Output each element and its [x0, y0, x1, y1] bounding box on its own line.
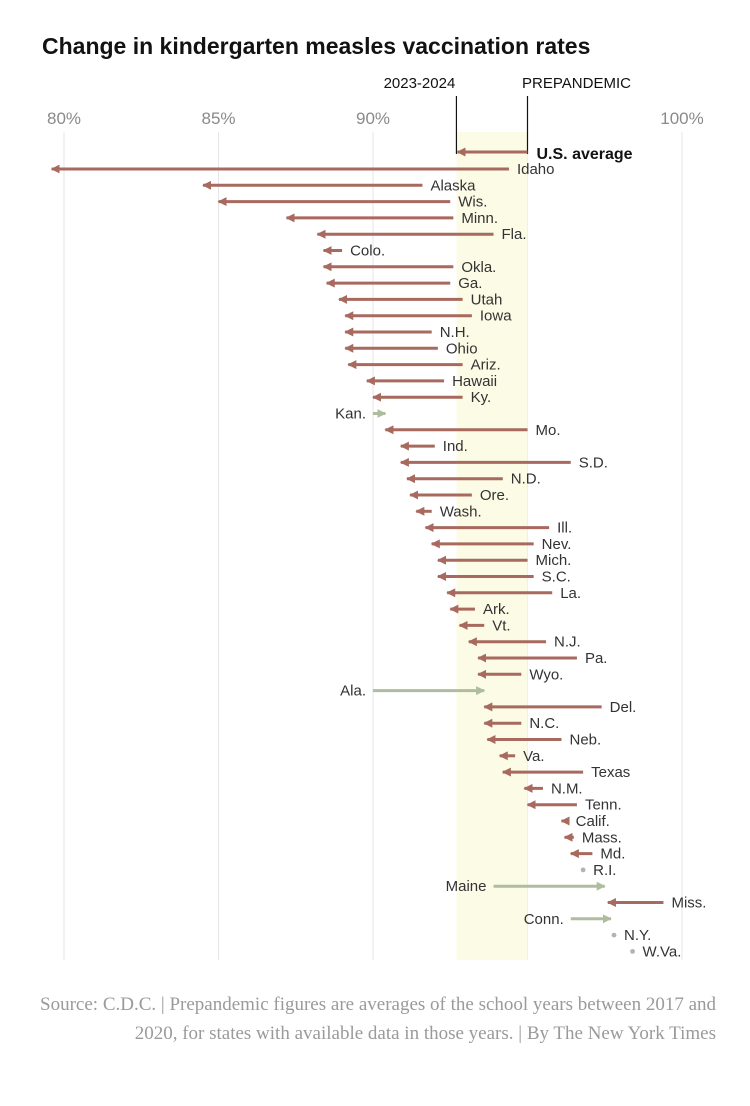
state-label: Ind. — [443, 438, 468, 455]
state-label: Pa. — [585, 650, 608, 667]
tick-label: 85% — [201, 109, 235, 128]
state-label: Va. — [523, 748, 544, 765]
state-label: Ky. — [471, 389, 492, 406]
state-label: Utah — [471, 291, 503, 308]
us-average-band — [456, 132, 528, 960]
state-label: R.I. — [593, 862, 616, 879]
state-label: Alaska — [430, 177, 476, 194]
state-label: N.H. — [440, 324, 470, 341]
state-label: Ariz. — [471, 357, 501, 374]
state-label: Idaho — [517, 161, 555, 178]
state-label: Calif. — [576, 813, 610, 830]
label-2023-2024: 2023-2024 — [384, 75, 456, 92]
state-label: S.D. — [579, 454, 608, 471]
state-label: W.Va. — [643, 943, 682, 960]
state-label: N.Y. — [624, 927, 651, 944]
state-label: Texas — [591, 764, 630, 781]
state-label: Mo. — [536, 422, 561, 439]
state-label: La. — [560, 585, 581, 602]
tick-label: 100% — [660, 109, 703, 128]
state-label: Ore. — [480, 487, 509, 504]
state-label: Conn. — [524, 911, 564, 928]
label-prepandemic: PREPANDEMIC — [522, 75, 631, 92]
state-label: Ark. — [483, 601, 510, 618]
chart-title: Change in kindergarten measles vaccinati… — [42, 33, 590, 59]
state-label: N.J. — [554, 634, 581, 651]
state-label: Kan. — [335, 406, 366, 423]
state-label: S.C. — [542, 569, 571, 586]
state-label: Maine — [446, 878, 487, 895]
state-label: Md. — [600, 846, 625, 863]
state-label: Mich. — [536, 552, 572, 569]
state-label: Miss. — [671, 895, 706, 912]
state-label: N.D. — [511, 471, 541, 488]
state-label: Nev. — [542, 536, 572, 553]
state-label: Ala. — [340, 683, 366, 700]
state-label: Iowa — [480, 308, 512, 325]
state-label: Wash. — [440, 503, 482, 520]
state-label: Okla. — [461, 259, 496, 276]
reference-markers: 2023-2024 PREPANDEMIC U.S. average — [384, 75, 633, 163]
axis-ticks: 80% 85% 90% 100% — [47, 109, 704, 128]
state-dot — [630, 949, 635, 954]
state-label: N.M. — [551, 780, 583, 797]
state-label: Wyo. — [529, 666, 563, 683]
state-label: Mass. — [582, 829, 622, 846]
state-dot — [611, 932, 617, 938]
state-label: Ga. — [458, 275, 482, 292]
chart: Change in kindergarten measles vaccinati… — [42, 33, 706, 960]
state-label: Minn. — [461, 210, 498, 227]
state-label: Fla. — [502, 226, 527, 243]
state-dot — [580, 867, 586, 873]
state-label: Tenn. — [585, 797, 622, 814]
state-label: Vt. — [492, 617, 510, 634]
state-label: N.C. — [529, 715, 559, 732]
source-note: Source: C.D.C. | Prepandemic figures are… — [40, 994, 716, 1044]
us-average-label: U.S. average — [537, 146, 633, 163]
tick-label: 80% — [47, 109, 81, 128]
state-label: Del. — [610, 699, 637, 716]
state-label: Ill. — [557, 520, 572, 537]
state-label: Ohio — [446, 340, 478, 357]
state-label: Wis. — [458, 194, 487, 211]
state-label: Hawaii — [452, 373, 497, 390]
state-label: Neb. — [569, 732, 601, 749]
tick-label: 90% — [356, 109, 390, 128]
state-label: Colo. — [350, 243, 385, 260]
